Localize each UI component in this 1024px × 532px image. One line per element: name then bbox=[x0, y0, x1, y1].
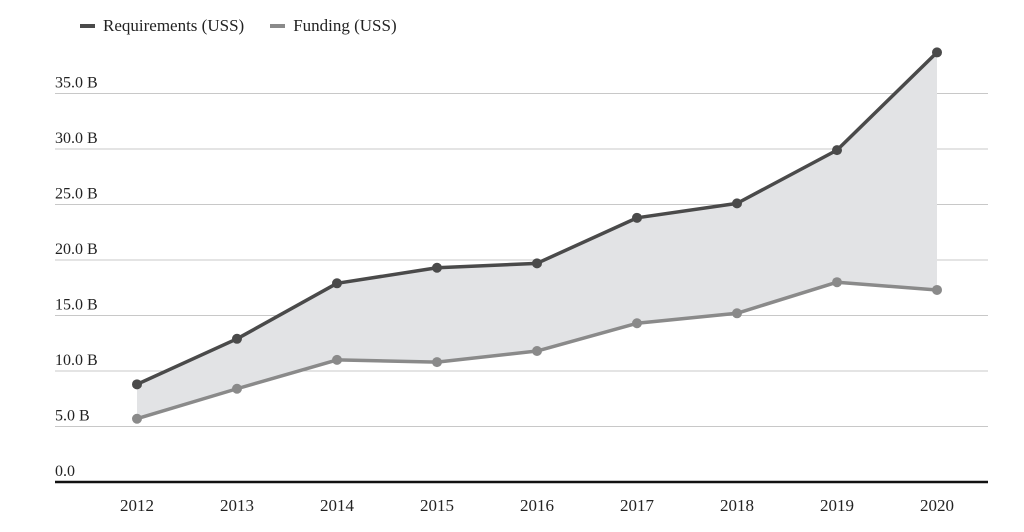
data-point-funding bbox=[332, 354, 342, 365]
data-point-funding bbox=[832, 277, 842, 288]
data-point-funding bbox=[632, 318, 642, 329]
y-tick-label: 30.0 B bbox=[55, 130, 98, 147]
data-point-funding bbox=[232, 383, 242, 394]
data-point-requirements bbox=[732, 198, 742, 209]
data-point-requirements bbox=[132, 379, 142, 390]
data-point-funding bbox=[132, 413, 142, 424]
data-point-requirements bbox=[232, 333, 242, 344]
x-tick-label: 2016 bbox=[520, 496, 554, 515]
data-point-requirements bbox=[632, 212, 642, 223]
data-point-funding bbox=[432, 357, 442, 368]
y-tick-label: 0.0 bbox=[55, 463, 75, 480]
x-tick-label: 2019 bbox=[820, 496, 854, 515]
data-point-funding bbox=[732, 308, 742, 319]
data-point-funding bbox=[532, 346, 542, 357]
x-tick-label: 2017 bbox=[620, 496, 655, 515]
legend-label-funding: Funding (USS) bbox=[293, 16, 397, 35]
y-tick-label: 15.0 B bbox=[55, 297, 98, 314]
data-point-requirements bbox=[332, 278, 342, 289]
y-tick-label: 20.0 B bbox=[55, 241, 98, 258]
legend-swatch-funding bbox=[270, 24, 286, 28]
data-point-requirements bbox=[932, 47, 942, 58]
x-tick-label: 2014 bbox=[320, 496, 355, 515]
data-point-funding bbox=[932, 284, 942, 295]
legend-swatch-requirements bbox=[80, 24, 95, 28]
x-tick-label: 2013 bbox=[220, 496, 254, 515]
x-tick-label: 2012 bbox=[120, 496, 154, 515]
y-tick-label: 35.0 B bbox=[55, 75, 98, 92]
legend-item-requirements: Requirements (USS) bbox=[80, 16, 244, 36]
x-tick-label: 2015 bbox=[420, 496, 454, 515]
data-point-requirements bbox=[432, 262, 442, 273]
y-tick-label: 10.0 B bbox=[55, 352, 98, 369]
y-tick-label: 5.0 B bbox=[55, 408, 90, 425]
data-point-requirements bbox=[832, 145, 842, 156]
legend-label-requirements: Requirements (USS) bbox=[103, 16, 245, 35]
gap-area bbox=[137, 52, 937, 419]
data-point-requirements bbox=[532, 258, 542, 269]
legend-item-funding: Funding (USS) bbox=[270, 16, 397, 36]
y-tick-label: 25.0 B bbox=[55, 186, 98, 203]
x-tick-label: 2018 bbox=[720, 496, 754, 515]
chart-legend: Requirements (USS) Funding (USS) bbox=[80, 16, 397, 36]
x-tick-label: 2020 bbox=[920, 496, 954, 515]
